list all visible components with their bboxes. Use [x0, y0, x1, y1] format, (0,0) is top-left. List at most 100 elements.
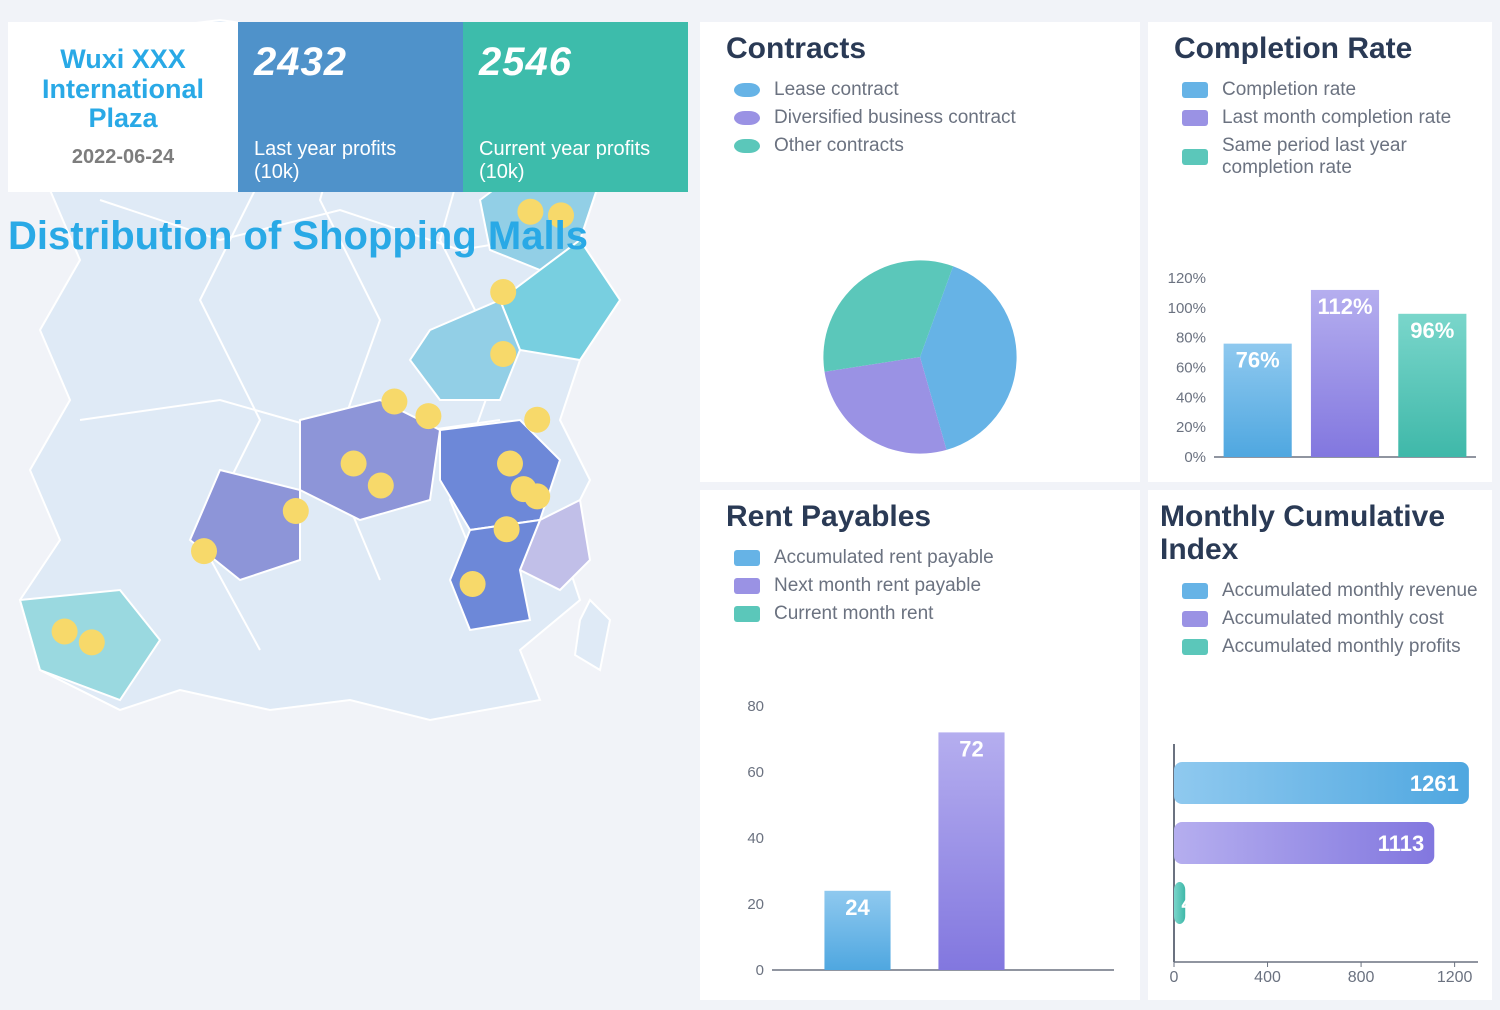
- legend-swatch: [734, 550, 760, 566]
- legend-label: Accumulated monthly cost: [1222, 608, 1444, 630]
- legend-item: Accumulated monthly profits: [1182, 636, 1492, 658]
- legend-label: Current month rent: [774, 603, 933, 625]
- legend-item: Next month rent payable: [734, 575, 1114, 597]
- legend-label: Accumulated monthly profits: [1222, 636, 1461, 658]
- map-dot: [415, 403, 441, 429]
- rent-chart: 0 20 40 60 80 24 72: [720, 700, 1120, 990]
- svg-text:20: 20: [747, 896, 764, 913]
- map-dot: [381, 389, 407, 415]
- kpi-last-value: 2432: [254, 40, 447, 85]
- map-dot: [524, 407, 550, 433]
- contracts-title: Contracts: [726, 32, 1140, 65]
- map-dot: [79, 629, 105, 655]
- legend-item: Diversified business contract: [734, 107, 1114, 129]
- map-dot: [341, 451, 367, 477]
- svg-text:80: 80: [747, 700, 764, 715]
- completion-legend: Completion rate Last month completion rat…: [1182, 79, 1492, 179]
- header-panel: Wuxi XXX International Plaza 2022-06-24 …: [8, 22, 688, 192]
- legend-label: Completion rate: [1222, 79, 1356, 101]
- dashboard-root: Wuxi XXX International Plaza 2022-06-24 …: [0, 0, 1500, 1010]
- kpi-last-year: 2432 Last year profits (10k): [238, 22, 463, 192]
- svg-text:120%: 120%: [1168, 272, 1206, 287]
- map-title: Distribution of Shopping Malls: [8, 214, 588, 259]
- completion-chart: 0%20%40%60%80%100%120%76%112%96%: [1162, 272, 1482, 477]
- legend-swatch: [1182, 110, 1208, 126]
- plaza-name-line2: International: [42, 74, 204, 104]
- kpi-curr-value: 2546: [479, 40, 672, 85]
- legend-item: Lease contract: [734, 79, 1114, 101]
- plaza-name-line3: Plaza: [88, 103, 157, 133]
- monthly-legend: Accumulated monthly revenue Accumulated m…: [1182, 580, 1492, 658]
- kpi-current-year: 2546 Current year profits (10k): [463, 22, 688, 192]
- contracts-panel: Contracts Lease contract Diversified busi…: [700, 22, 1140, 482]
- svg-text:20%: 20%: [1176, 419, 1206, 436]
- legend-swatch: [734, 578, 760, 594]
- svg-text:1200: 1200: [1437, 969, 1473, 986]
- completion-panel: Completion Rate Completion rate Last mont…: [1148, 22, 1492, 482]
- plaza-name: Wuxi XXX International Plaza: [42, 45, 204, 134]
- svg-text:400: 400: [1254, 969, 1281, 986]
- map-dot: [460, 571, 486, 597]
- rent-title: Rent Payables: [726, 500, 1140, 533]
- svg-text:60%: 60%: [1176, 360, 1206, 377]
- map-dot: [283, 498, 309, 524]
- svg-text:80%: 80%: [1176, 330, 1206, 347]
- contracts-chart: [815, 252, 1025, 462]
- rent-legend: Accumulated rent payable Next month rent …: [734, 547, 1140, 625]
- plaza-date: 2022-06-24: [72, 146, 174, 169]
- legend-swatch: [1182, 611, 1208, 627]
- legend-item: Same period last year completion rate: [1182, 135, 1492, 179]
- svg-text:96%: 96%: [1410, 318, 1454, 343]
- bar: [938, 732, 1004, 970]
- legend-item: Accumulated rent payable: [734, 547, 1114, 569]
- legend-item: Last month completion rate: [1182, 107, 1492, 129]
- monthly-title: Monthly Cumulative Index: [1160, 500, 1492, 566]
- legend-item: Other contracts: [734, 135, 1114, 157]
- contracts-legend: Lease contract Diversified business contr…: [734, 79, 1140, 157]
- svg-text:100%: 100%: [1168, 300, 1206, 317]
- svg-text:800: 800: [1348, 969, 1375, 986]
- legend-swatch: [1182, 639, 1208, 655]
- monthly-chart: 040080012001261111348: [1156, 740, 1486, 990]
- legend-label: Other contracts: [774, 135, 904, 157]
- svg-text:60: 60: [747, 764, 764, 781]
- svg-text:40%: 40%: [1176, 389, 1206, 406]
- legend-label: Diversified business contract: [774, 107, 1016, 129]
- svg-text:1113: 1113: [1378, 831, 1425, 856]
- legend-item: Accumulated monthly cost: [1182, 608, 1492, 630]
- svg-text:24: 24: [845, 895, 870, 920]
- map-dot: [494, 516, 520, 542]
- svg-text:0%: 0%: [1184, 449, 1206, 466]
- legend-swatch: [734, 83, 760, 97]
- svg-text:0: 0: [756, 962, 764, 979]
- plaza-name-line1: Wuxi XXX: [60, 44, 186, 74]
- map-dot: [191, 538, 217, 564]
- legend-label: Next month rent payable: [774, 575, 981, 597]
- svg-text:72: 72: [959, 736, 983, 761]
- legend-swatch: [734, 111, 760, 125]
- map-dot: [497, 451, 523, 477]
- svg-text:112%: 112%: [1317, 294, 1372, 319]
- map-dot: [52, 618, 78, 644]
- map-dot: [368, 472, 394, 498]
- legend-swatch: [1182, 583, 1208, 599]
- legend-label: Accumulated rent payable: [774, 547, 994, 569]
- legend-item: Accumulated monthly revenue: [1182, 580, 1492, 602]
- map-region: [575, 600, 610, 670]
- completion-title: Completion Rate: [1174, 32, 1492, 65]
- svg-text:48: 48: [1181, 891, 1205, 916]
- legend-label: Last month completion rate: [1222, 107, 1451, 129]
- legend-swatch: [734, 606, 760, 622]
- map-dot: [490, 341, 516, 367]
- legend-swatch: [1182, 82, 1208, 98]
- legend-swatch: [1182, 149, 1208, 165]
- legend-item: Completion rate: [1182, 79, 1492, 101]
- monthly-panel: Monthly Cumulative Index Accumulated mon…: [1148, 490, 1492, 1000]
- svg-text:40: 40: [747, 830, 764, 847]
- legend-label: Same period last year completion rate: [1222, 135, 1492, 179]
- legend-swatch: [734, 139, 760, 153]
- legend-label: Accumulated monthly revenue: [1222, 580, 1478, 602]
- legend-item: Current month rent: [734, 603, 1114, 625]
- map-dot: [490, 279, 516, 305]
- kpi-curr-label: Current year profits (10k): [479, 138, 672, 184]
